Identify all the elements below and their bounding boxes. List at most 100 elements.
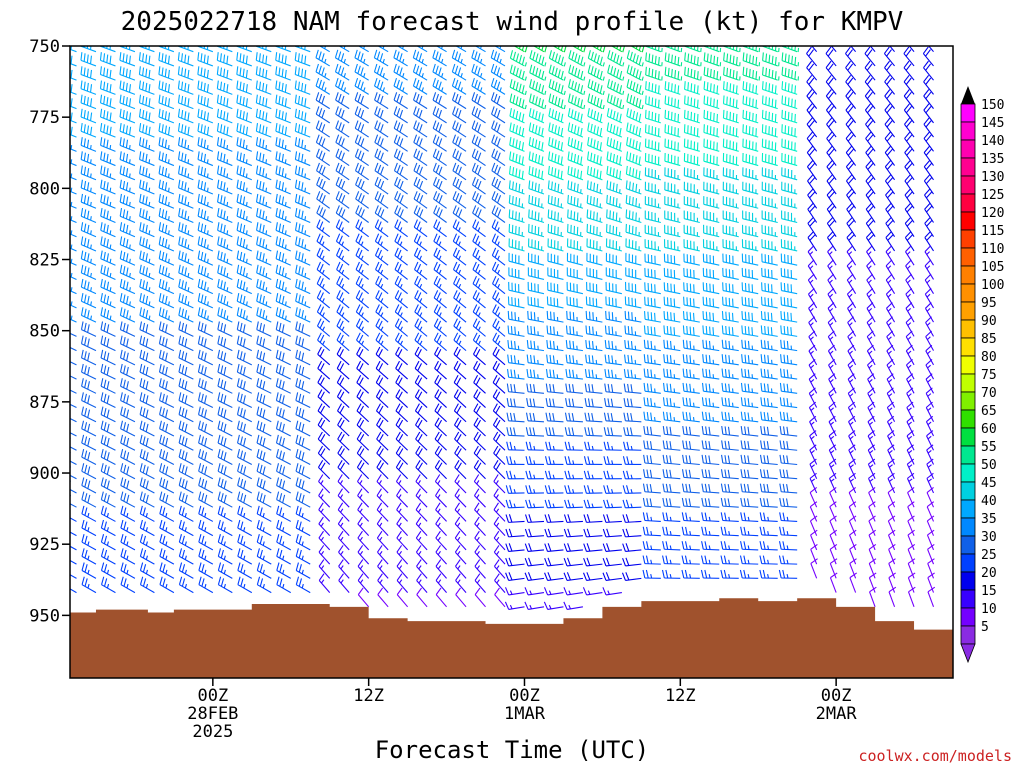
wind-barb-flag	[455, 235, 460, 244]
wind-barb	[375, 318, 389, 337]
wind-barb-shaft	[295, 286, 311, 295]
wind-barb-half-flag	[343, 73, 346, 78]
wind-barb-shaft	[80, 59, 97, 67]
wind-barb-flag	[396, 93, 401, 103]
wind-barb-shaft	[434, 438, 447, 451]
wind-barb-shaft	[295, 470, 311, 480]
wind-barb	[120, 534, 136, 551]
wind-barb-flag	[275, 321, 279, 330]
wind-barb-shaft	[178, 201, 194, 209]
wind-barb-flag	[245, 98, 248, 107]
wind-barb-flag	[164, 267, 168, 276]
wind-barb-shaft	[296, 584, 311, 594]
wind-barb-flag	[541, 142, 544, 151]
wind-barb-flag	[80, 236, 84, 245]
wind-barb-flag	[504, 601, 510, 610]
wind-barb-flag	[262, 111, 265, 120]
wind-barb	[119, 151, 136, 167]
wind-barb-flag	[158, 236, 162, 245]
wind-barb	[357, 516, 370, 537]
wind-barb-flag	[276, 534, 280, 543]
wind-barb-flag	[321, 209, 326, 218]
wind-barb-flag	[223, 125, 226, 134]
wind-barb-flag	[476, 462, 482, 471]
wind-barb	[217, 236, 233, 252]
wind-barb-shaft	[178, 272, 194, 280]
wind-barb-flag	[321, 67, 325, 76]
wind-barb-flag	[119, 193, 122, 203]
wind-barb-flag	[223, 324, 227, 333]
wind-barb	[119, 250, 136, 266]
wind-barb-shaft	[295, 46, 311, 53]
wind-barb-flag	[243, 480, 247, 489]
wind-barb-shaft	[178, 499, 194, 508]
wind-barb-shaft	[473, 339, 486, 352]
wind-barb	[81, 477, 97, 494]
wind-barb-flag	[204, 466, 208, 475]
wind-barb-flag	[165, 381, 168, 390]
wind-barb	[256, 293, 272, 309]
wind-barb-flag	[256, 477, 260, 486]
wind-barb-shaft	[139, 286, 155, 295]
wind-barb-shaft	[508, 304, 525, 309]
wind-barb-flag	[454, 474, 460, 482]
wind-barb-flag	[256, 222, 259, 231]
wind-barb-shaft	[295, 385, 311, 394]
wind-barb	[236, 236, 253, 252]
wind-barb-flag	[505, 587, 510, 596]
wind-barb-shaft	[179, 541, 194, 551]
wind-barb-flag	[200, 67, 203, 76]
wind-barb-flag	[338, 193, 343, 202]
wind-barb-flag	[319, 278, 324, 287]
wind-barb-flag	[512, 66, 516, 75]
wind-barb-flag	[453, 332, 459, 341]
wind-barb-half-flag	[109, 187, 112, 192]
wind-barb-flag	[84, 322, 87, 332]
wind-barb-flag	[377, 193, 382, 202]
wind-barb-flag	[181, 478, 185, 488]
wind-barb-flag	[358, 37, 360, 45]
wind-barb	[99, 66, 116, 81]
wind-barb-flag	[87, 310, 90, 319]
wind-barb-flag	[356, 375, 362, 383]
wind-barb-flag	[145, 310, 149, 319]
wind-barb	[158, 222, 175, 238]
wind-barb-shaft	[508, 376, 525, 380]
wind-barb	[70, 367, 77, 380]
wind-barb	[493, 559, 506, 579]
wind-barb-flag	[262, 125, 265, 134]
wind-barb-flag	[509, 151, 512, 160]
wind-barb-half-flag	[206, 230, 209, 235]
wind-barb-flag	[223, 409, 227, 418]
wind-barb-flag	[138, 108, 142, 118]
wind-barb-flag	[236, 52, 239, 61]
wind-barb-shaft	[355, 212, 369, 223]
wind-barb-flag	[89, 46, 92, 50]
wind-barb-flag	[159, 576, 163, 585]
wind-barb-flag	[438, 166, 443, 175]
wind-barb-flag	[454, 51, 459, 60]
wind-barb-shaft	[508, 289, 525, 295]
wind-barb-flag	[181, 180, 184, 190]
wind-barb	[413, 191, 428, 209]
wind-barb-flag	[435, 122, 440, 131]
wind-barb-flag	[275, 137, 278, 146]
wind-barb-flag	[451, 77, 456, 87]
wind-barb-shaft	[159, 399, 175, 409]
wind-barb-flag	[415, 93, 420, 103]
wind-barb-flag	[87, 281, 90, 290]
wind-barb-flag	[358, 249, 363, 258]
wind-barb-flag	[217, 264, 220, 274]
wind-barb-flag	[62, 435, 64, 443]
wind-barb-flag	[278, 223, 282, 232]
wind-barb-flag	[178, 179, 181, 188]
wind-barb-flag	[103, 180, 106, 190]
wind-barb	[217, 562, 233, 579]
wind-barb	[275, 179, 291, 195]
wind-barb	[394, 290, 408, 309]
wind-barb-flag	[454, 516, 461, 525]
wind-barb-flag	[360, 195, 365, 204]
wind-barb	[374, 148, 389, 167]
wind-barb-shaft	[81, 513, 97, 522]
wind-barb-flag	[340, 95, 345, 104]
